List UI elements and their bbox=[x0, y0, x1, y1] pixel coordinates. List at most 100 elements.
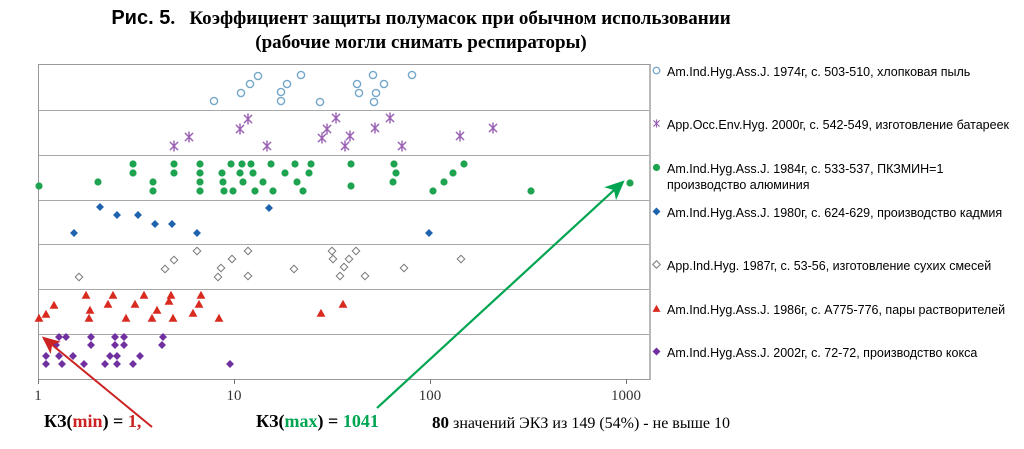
data-point-aluminium-production-1984 bbox=[292, 177, 301, 186]
data-point-cotton-dust-1974 bbox=[253, 71, 263, 81]
diamond-open-legend-icon bbox=[652, 260, 661, 269]
triangle-filled-legend-icon bbox=[652, 304, 661, 313]
data-point-dry-mix-making-1987 bbox=[213, 272, 223, 282]
legend-item-dry-mix-making-1987: App.Ind.Hyg. 1987г, с. 53-56, изготовлен… bbox=[652, 258, 991, 274]
data-point-cadmium-production-1980 bbox=[193, 229, 202, 238]
data-point-solvent-vapours-1986 bbox=[338, 299, 348, 309]
kz-max-equals: ) = bbox=[317, 411, 343, 431]
band-gridline bbox=[39, 244, 649, 246]
data-point-aluminium-production-1984 bbox=[390, 159, 399, 168]
data-point-cadmium-production-1980 bbox=[69, 229, 78, 238]
x-tick-label: 100 bbox=[418, 388, 442, 404]
data-point-cotton-dust-1974 bbox=[315, 97, 325, 107]
data-point-aluminium-production-1984 bbox=[298, 186, 307, 195]
data-point-solvent-vapours-1986 bbox=[81, 290, 91, 300]
data-point-battery-making-2000 bbox=[384, 112, 396, 124]
data-point-aluminium-production-1984 bbox=[128, 168, 137, 177]
stats-text: значений ЭКЗ из 149 (54%) - не выше 10 bbox=[449, 415, 731, 432]
data-point-aluminium-production-1984 bbox=[148, 186, 157, 195]
data-point-battery-making-2000 bbox=[321, 123, 333, 135]
data-point-aluminium-production-1984 bbox=[249, 168, 258, 177]
legend-item-cadmium-production-1980: Am.Ind.Hyg.Ass.J. 1980г, с. 624-629, про… bbox=[652, 205, 1002, 221]
data-point-dry-mix-making-1987 bbox=[169, 255, 179, 265]
legend-item-solvent-vapours-1986: Am.Ind.Hyg.Ass.J. 1986г, с. A775-776, па… bbox=[652, 302, 1005, 318]
data-point-aluminium-production-1984 bbox=[268, 186, 277, 195]
kz-min-annotation: КЗ(min) = 1, bbox=[44, 411, 141, 432]
band-gridline bbox=[39, 154, 649, 156]
data-point-battery-making-2000 bbox=[330, 112, 342, 124]
data-point-coke-production-2002 bbox=[225, 360, 234, 369]
data-point-dry-mix-making-1987 bbox=[243, 271, 253, 281]
data-point-aluminium-production-1984 bbox=[440, 177, 449, 186]
data-point-battery-making-2000 bbox=[396, 140, 408, 152]
data-point-dry-mix-making-1987 bbox=[192, 246, 202, 256]
legend-label: Am.Ind.Hyg.Ass.J. 1974г, с. 503-510, хло… bbox=[667, 65, 971, 79]
data-point-cotton-dust-1974 bbox=[371, 88, 381, 98]
data-point-battery-making-2000 bbox=[261, 140, 273, 152]
data-point-cadmium-production-1980 bbox=[167, 220, 176, 229]
band-gridline bbox=[39, 199, 649, 201]
legend-item-cotton-dust-1974: Am.Ind.Hyg.Ass.J. 1974г, с. 503-510, хло… bbox=[652, 64, 970, 80]
chart-title: Рис. 5. Коэффициент защиты полумасок при… bbox=[0, 6, 842, 55]
kz-max-annotation: КЗ(max) = 1041 bbox=[256, 411, 379, 432]
data-point-solvent-vapours-1986 bbox=[147, 313, 157, 323]
data-point-coke-production-2002 bbox=[157, 340, 166, 349]
data-point-cadmium-production-1980 bbox=[425, 229, 434, 238]
data-point-aluminium-production-1984 bbox=[267, 159, 276, 168]
star-legend-icon bbox=[652, 119, 661, 128]
legend-label: Am.Ind.Hyg.Ass.J. 1980г, с. 624-629, про… bbox=[667, 206, 1003, 220]
kz-min-word: min bbox=[72, 411, 103, 431]
data-point-coke-production-2002 bbox=[110, 340, 119, 349]
data-point-coke-production-2002 bbox=[68, 351, 77, 360]
data-point-solvent-vapours-1986 bbox=[166, 290, 176, 300]
data-point-aluminium-production-1984 bbox=[306, 159, 315, 168]
data-point-solvent-vapours-1986 bbox=[130, 299, 140, 309]
data-point-aluminium-production-1984 bbox=[195, 186, 204, 195]
data-point-dry-mix-making-1987 bbox=[216, 263, 226, 273]
chart-title-main: Коэффициент защиты полумасок при обычном… bbox=[189, 8, 731, 29]
data-point-solvent-vapours-1986 bbox=[103, 299, 113, 309]
data-point-solvent-vapours-1986 bbox=[49, 300, 59, 310]
diamond-filled-legend-icon bbox=[652, 347, 661, 356]
diamond-filled-legend-icon bbox=[652, 207, 661, 216]
data-point-cotton-dust-1974 bbox=[369, 97, 379, 107]
data-point-dry-mix-making-1987 bbox=[160, 264, 170, 274]
data-point-aluminium-production-1984 bbox=[391, 168, 400, 177]
data-point-dry-mix-making-1987 bbox=[327, 246, 337, 256]
chart-legend: Am.Ind.Hyg.Ass.J. 1974г, с. 503-510, хло… bbox=[652, 62, 1024, 372]
data-point-aluminium-production-1984 bbox=[219, 177, 228, 186]
data-point-cotton-dust-1974 bbox=[236, 88, 246, 98]
data-point-dry-mix-making-1987 bbox=[339, 262, 349, 272]
data-point-solvent-vapours-1986 bbox=[41, 309, 51, 319]
data-point-solvent-vapours-1986 bbox=[139, 290, 149, 300]
data-point-aluminium-production-1984 bbox=[305, 168, 314, 177]
data-point-solvent-vapours-1986 bbox=[214, 313, 224, 323]
data-point-cotton-dust-1974 bbox=[245, 79, 255, 89]
data-point-cadmium-production-1980 bbox=[134, 211, 143, 220]
x-tick-label: 1 bbox=[34, 388, 42, 404]
data-point-aluminium-production-1984 bbox=[220, 186, 229, 195]
legend-label: Am.Ind.Hyg.Ass.J. 1986г, с. A775-776, па… bbox=[667, 303, 1006, 317]
kz-min-value: 1, bbox=[127, 411, 142, 431]
data-point-dry-mix-making-1987 bbox=[328, 254, 338, 264]
kz-min-equals: ) = bbox=[102, 411, 128, 431]
data-point-battery-making-2000 bbox=[242, 113, 254, 125]
data-point-cotton-dust-1974 bbox=[276, 96, 286, 106]
data-point-solvent-vapours-1986 bbox=[85, 305, 95, 315]
data-point-solvent-vapours-1986 bbox=[188, 308, 198, 318]
data-point-coke-production-2002 bbox=[79, 360, 88, 369]
legend-item-aluminium-production-1984: Am.Ind.Hyg.Ass.J. 1984г, с. 533-537, ПКЗ… bbox=[652, 161, 943, 193]
legend-label: Am.Ind.Hyg.Ass.J. 2002г, с. 72-72, произ… bbox=[667, 346, 978, 360]
data-point-aluminium-production-1984 bbox=[247, 159, 256, 168]
data-point-battery-making-2000 bbox=[369, 122, 381, 134]
stats-annotation: 80 значений ЭКЗ из 149 (54%) - не выше 1… bbox=[432, 413, 730, 433]
circle-open-legend-icon bbox=[652, 66, 661, 75]
data-point-aluminium-production-1984 bbox=[460, 159, 469, 168]
legend-label: App.Occ.Env.Hyg. 2000г, с. 542-549, изго… bbox=[667, 118, 1010, 132]
data-point-cadmium-production-1980 bbox=[112, 211, 121, 220]
x-tick-mark bbox=[626, 379, 627, 384]
data-point-solvent-vapours-1986 bbox=[121, 313, 131, 323]
data-point-aluminium-production-1984 bbox=[428, 186, 437, 195]
data-point-solvent-vapours-1986 bbox=[34, 313, 44, 323]
data-point-aluminium-production-1984 bbox=[290, 159, 299, 168]
